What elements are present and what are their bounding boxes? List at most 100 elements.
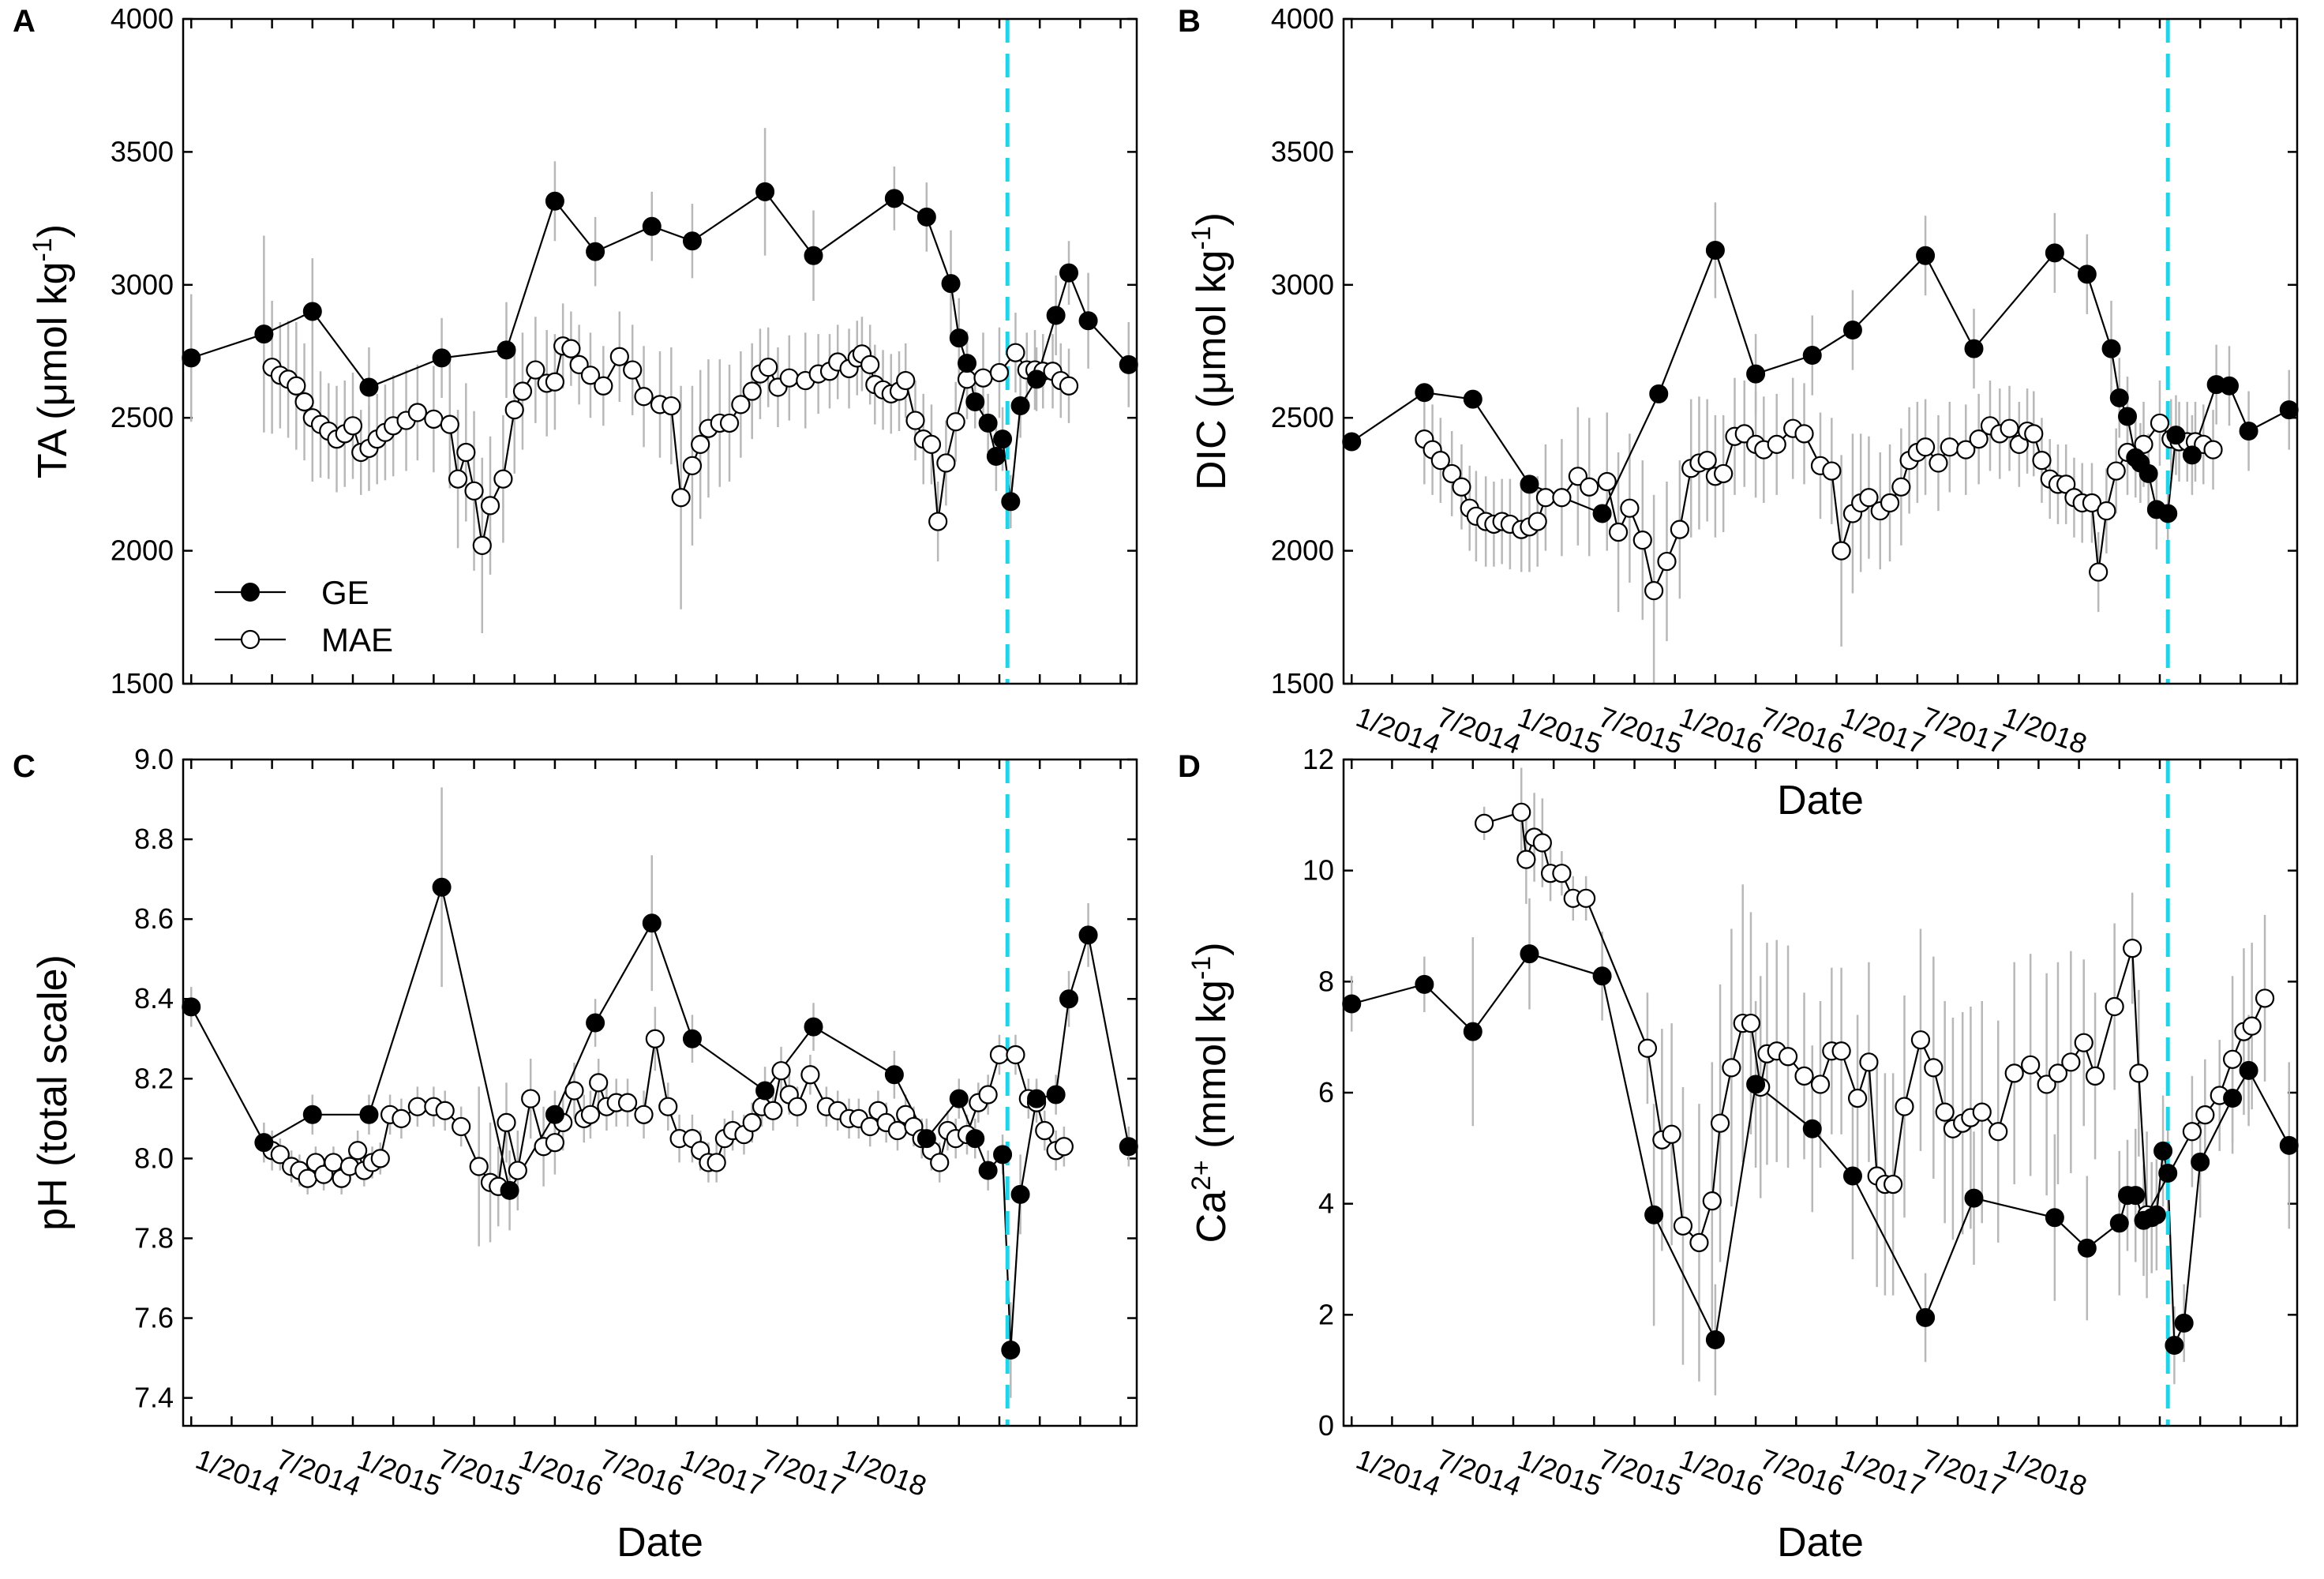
data-point-ge xyxy=(1916,1307,1936,1327)
data-point-mae xyxy=(1662,1124,1681,1144)
y-tick-label: 2000 xyxy=(1271,534,1334,567)
data-point-mae xyxy=(564,1081,584,1101)
data-point-mae xyxy=(2129,1063,2149,1083)
data-point-mae xyxy=(662,396,681,416)
data-point-mae xyxy=(645,1029,665,1048)
data-point-mae xyxy=(545,372,565,392)
data-point-ge xyxy=(986,447,1006,467)
data-point-mae xyxy=(905,411,925,430)
data-point-mae xyxy=(343,416,363,436)
plot-frame xyxy=(1342,758,2299,1427)
data-point-ge xyxy=(2101,339,2121,358)
data-point-ge xyxy=(2158,1163,2178,1183)
panel-letter: D xyxy=(1178,749,1201,784)
y-tick-label: 7.8 xyxy=(134,1221,174,1254)
data-point-mae xyxy=(1054,1137,1074,1157)
data-point-ge xyxy=(949,328,969,348)
data-point-ge xyxy=(1802,1119,1822,1138)
y-tick-label: 3000 xyxy=(111,268,174,301)
y-tick-label: 8.8 xyxy=(134,823,174,855)
data-point-mae xyxy=(1714,463,1734,484)
data-point-mae xyxy=(1884,1174,1903,1195)
data-point-mae xyxy=(2255,988,2275,1008)
data-point-mae xyxy=(742,1112,762,1133)
data-point-mae xyxy=(691,434,710,454)
data-point-mae xyxy=(1859,1052,1879,1072)
data-point-ge xyxy=(1649,384,1669,403)
data-point-mae xyxy=(1891,477,1911,497)
data-point-mae xyxy=(682,456,703,475)
data-point-mae xyxy=(1831,541,1851,561)
data-point-mae xyxy=(719,413,740,433)
data-point-mae xyxy=(978,1085,998,1105)
x-tick-label: 7/2016 xyxy=(1756,1442,1849,1502)
data-point-mae xyxy=(1442,463,1462,484)
data-point-mae xyxy=(1859,488,1879,508)
x-tick-label: 1/2016 xyxy=(515,1442,607,1502)
data-point-mae xyxy=(1527,512,1547,531)
data-point-mae xyxy=(2106,461,2126,481)
series-line-ge xyxy=(190,190,1130,502)
data-point-ge xyxy=(182,997,201,1017)
data-point-ge xyxy=(1746,364,1766,384)
data-point-mae xyxy=(324,1153,343,1172)
data-point-ge xyxy=(993,1145,1013,1165)
data-point-ge xyxy=(2077,264,2097,284)
x-tick-label: 7/2015 xyxy=(434,1442,527,1502)
data-point-mae xyxy=(469,1157,489,1176)
y-tick-label: 3500 xyxy=(111,135,174,167)
data-point-ge xyxy=(993,429,1013,449)
data-point-mae xyxy=(989,1045,1010,1065)
data-point-mae xyxy=(1702,1191,1722,1211)
x-tick-label: 1/2018 xyxy=(1999,1442,2091,1502)
data-point-mae xyxy=(1969,429,1989,449)
data-point-mae xyxy=(561,339,581,358)
data-point-ge xyxy=(2077,1238,2097,1258)
data-point-mae xyxy=(2032,450,2052,471)
data-point-ge xyxy=(1046,1085,1066,1105)
data-point-mae xyxy=(1644,581,1664,601)
data-point-ge xyxy=(182,348,201,368)
data-point-ge xyxy=(2166,426,2186,445)
data-point-ge xyxy=(500,1180,519,1200)
data-point-mae xyxy=(634,387,654,407)
data-point-ge xyxy=(359,1105,379,1124)
data-point-mae xyxy=(671,488,691,508)
plot-frame xyxy=(182,17,1138,685)
data-point-mae xyxy=(2048,1063,2068,1083)
data-point-mae xyxy=(392,1108,411,1128)
data-point-ge xyxy=(682,1029,702,1048)
data-point-ge xyxy=(1027,1089,1047,1108)
data-point-mae xyxy=(1810,1075,1831,1094)
data-point-mae xyxy=(2004,1063,2024,1083)
y-tick-label: 0 xyxy=(1318,1409,1334,1442)
data-point-mae xyxy=(1710,1113,1730,1133)
data-point-mae xyxy=(936,453,956,473)
data-point-mae xyxy=(1794,1066,1814,1086)
data-point-ge xyxy=(497,340,516,360)
data-point-ge xyxy=(545,1105,564,1124)
data-point-mae xyxy=(407,403,427,422)
data-point-ge xyxy=(958,354,977,373)
data-point-mae xyxy=(2061,1052,2081,1072)
x-tick-label: 1/2018 xyxy=(1999,700,2091,760)
plot-frame xyxy=(1342,17,2299,685)
data-point-mae xyxy=(731,395,751,414)
data-point-mae xyxy=(921,434,942,454)
data-point-ge xyxy=(642,216,662,236)
data-point-mae xyxy=(1006,1045,1025,1065)
data-point-mae xyxy=(521,1089,541,1108)
data-point-mae xyxy=(440,414,459,434)
data-point-ge xyxy=(302,1105,322,1124)
data-point-mae xyxy=(1059,376,1079,396)
data-point-mae xyxy=(1516,850,1536,869)
data-point-mae xyxy=(589,1073,609,1093)
data-point-mae xyxy=(1794,424,1814,444)
y-tick-label: 9.0 xyxy=(134,743,174,775)
data-point-ge xyxy=(359,377,379,397)
data-point-ge xyxy=(2165,1336,2184,1356)
data-point-mae xyxy=(1847,1088,1868,1108)
data-point-mae xyxy=(2097,501,2116,521)
y-axis-title: pH (total scale) xyxy=(30,955,76,1231)
